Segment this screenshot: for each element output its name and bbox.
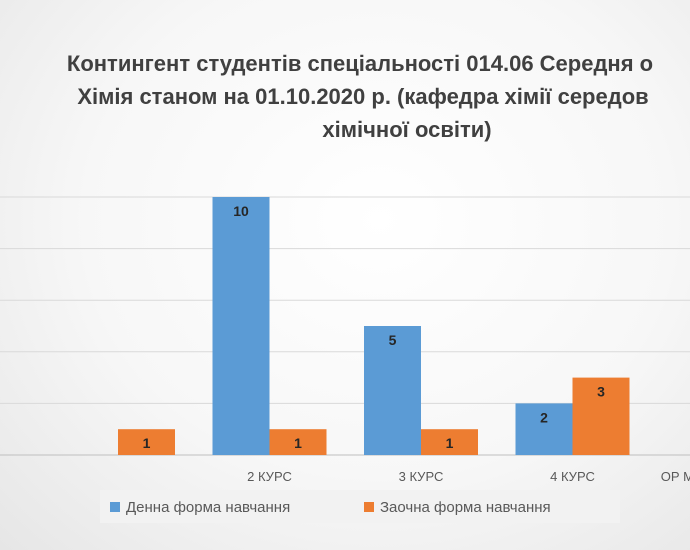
chart-title: Контингент студентів спеціальності 014.0… [67, 51, 653, 142]
data-label: 10 [233, 203, 249, 219]
chart-title-line-2: Хімія станом на 01.10.2020 р. (кафедра х… [77, 84, 648, 109]
legend-label-day: Денна форма навчання [126, 499, 290, 516]
data-label: 1 [294, 435, 302, 451]
legend-swatch-day [110, 502, 120, 512]
legend-box [100, 490, 620, 523]
x-tick-label: 4 КУРС [550, 469, 595, 484]
legend-label-extramural: Заочна форма навчання [380, 499, 551, 516]
data-label: 1 [446, 435, 454, 451]
bar-extramural [572, 377, 630, 455]
data-labels: 1101512300 [143, 203, 606, 451]
legend-swatch-extramural [364, 502, 374, 512]
chart-title-line-3: хімічної освіти) [322, 117, 491, 142]
x-tick-label: ОР МАГІСТР 1 КУРС [661, 469, 690, 484]
bar-day [364, 326, 421, 455]
bar-day [515, 403, 573, 455]
data-label: 2 [540, 409, 548, 425]
x-tick-label: 2 КУРС [247, 469, 292, 484]
bar-extramural [118, 429, 175, 455]
data-label: 5 [389, 332, 397, 348]
data-label: 3 [597, 384, 605, 400]
bar-day [212, 197, 270, 455]
bar-extramural [269, 429, 327, 455]
data-label: 1 [143, 435, 151, 451]
chart-title-line-1: Контингент студентів спеціальності 014.0… [67, 51, 653, 76]
bars [118, 197, 630, 455]
legend: Денна форма навчання Заочна форма навчан… [100, 490, 620, 523]
bar-extramural [421, 429, 478, 455]
x-tick-label: 3 КУРС [399, 469, 444, 484]
